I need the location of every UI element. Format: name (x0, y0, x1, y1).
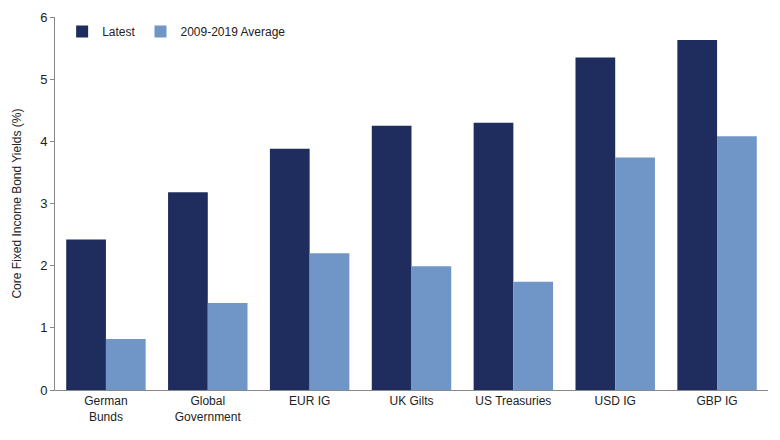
svg-text:4: 4 (40, 134, 47, 149)
svg-text:GBP IG: GBP IG (696, 394, 737, 408)
svg-text:Core Fixed Income Bond Yields: Core Fixed Income Bond Yields (%) (10, 108, 24, 298)
svg-text:USD IG: USD IG (595, 394, 636, 408)
svg-text:US Treasuries: US Treasuries (475, 394, 551, 408)
svg-text:UK Gilts: UK Gilts (389, 394, 433, 408)
svg-text:EUR IG: EUR IG (289, 394, 330, 408)
svg-text:2009-2019 Average: 2009-2019 Average (180, 25, 285, 39)
svg-text:2: 2 (40, 258, 47, 273)
svg-text:Latest: Latest (102, 25, 135, 39)
svg-text:0: 0 (40, 383, 47, 398)
svg-text:GlobalGovernment: GlobalGovernment (175, 394, 242, 424)
svg-text:6: 6 (40, 10, 47, 25)
svg-text:5: 5 (40, 72, 47, 87)
svg-text:3: 3 (40, 196, 47, 211)
svg-text:GermanBunds: GermanBunds (84, 394, 127, 424)
svg-text:1: 1 (40, 320, 47, 335)
